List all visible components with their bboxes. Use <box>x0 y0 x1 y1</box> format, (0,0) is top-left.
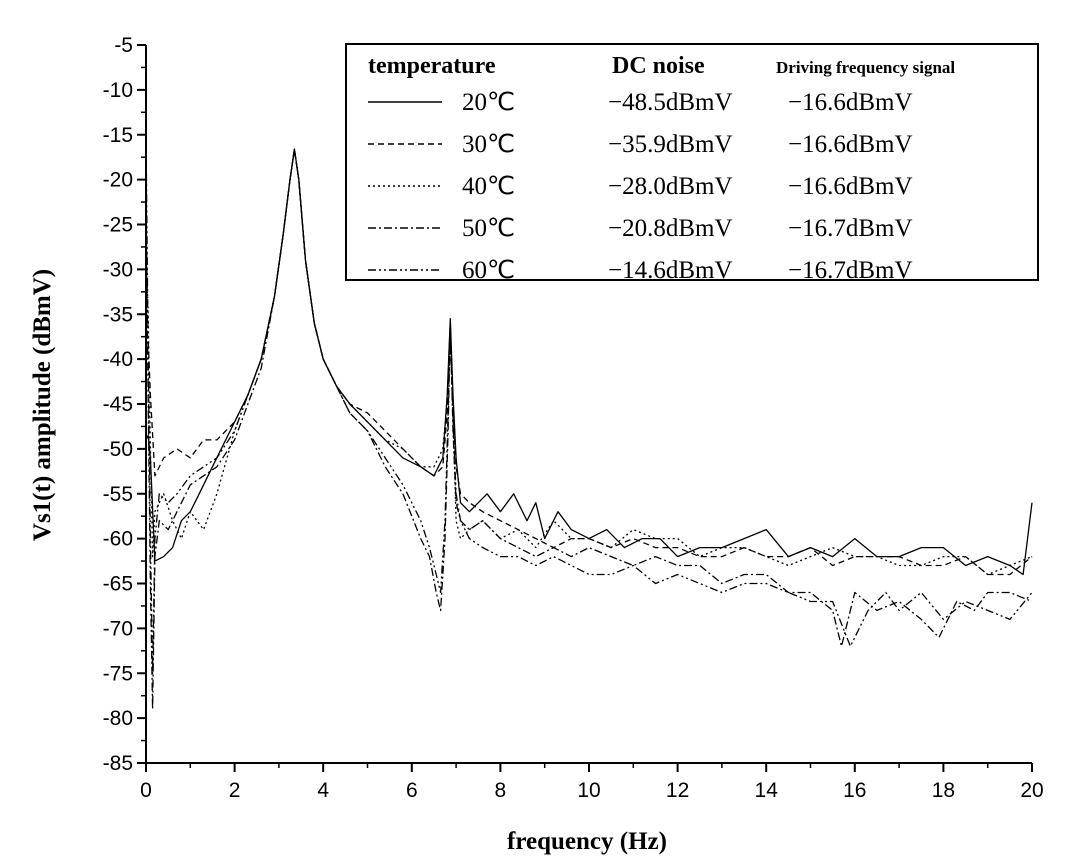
x-tick-label: 10 <box>577 779 600 802</box>
legend-driving: −16.6dBmV <box>788 131 913 158</box>
legend-driving: −16.7dBmV <box>788 257 913 284</box>
y-tick-label: -55 <box>103 483 133 506</box>
y-tick-label: -65 <box>103 573 133 596</box>
y-tick-label: -75 <box>103 662 133 685</box>
x-tick-label: 12 <box>666 779 689 802</box>
legend-box <box>345 43 1039 281</box>
x-tick-label: 0 <box>140 779 152 802</box>
series-line-3 <box>145 148 1033 576</box>
legend-header-driving: Driving frequency signal <box>776 58 955 77</box>
y-tick-label: -20 <box>103 169 133 192</box>
legend: temperature DC noise Driving frequency s… <box>345 43 1039 284</box>
legend-dc-noise: −35.9dBmV <box>608 131 733 158</box>
y-axis-title: Vs1(t) amplitude (dBmV) <box>29 269 56 541</box>
x-tick-label: 2 <box>229 779 241 802</box>
legend-driving: −16.7dBmV <box>788 215 913 242</box>
legend-temperature: 40℃ <box>462 173 515 200</box>
y-tick-label: -40 <box>103 348 133 371</box>
legend-dc-noise: −20.8dBmV <box>608 215 733 242</box>
legend-dc-noise: −14.6dBmV <box>608 257 733 284</box>
x-tick-label: 6 <box>406 779 418 802</box>
legend-header-temperature: temperature <box>368 53 496 79</box>
legend-temperature: 60℃ <box>462 257 515 284</box>
y-tick-label: -30 <box>103 258 133 281</box>
y-tick-label: -70 <box>103 617 133 640</box>
x-tick-label: 20 <box>1020 779 1043 802</box>
y-tick-label: -85 <box>103 752 133 775</box>
y-tick-label: -35 <box>103 303 133 326</box>
y-tick-label: -10 <box>103 79 133 102</box>
series-layer <box>145 131 1033 710</box>
legend-temperature: 50℃ <box>462 215 515 242</box>
legend-header-dc-noise: DC noise <box>612 53 705 79</box>
x-tick-label: 8 <box>495 779 507 802</box>
x-tick-label: 18 <box>932 779 955 802</box>
legend-driving: −16.6dBmV <box>788 173 913 200</box>
legend-dc-noise: −48.5dBmV <box>608 89 733 116</box>
legend-dc-noise: −28.0dBmV <box>608 173 733 200</box>
legend-rows: 20℃ −48.5dBmV −16.6dBmV 30℃ −35.9dBmV −16.6dB… <box>368 89 913 284</box>
series-line-5 <box>145 131 1033 674</box>
series-line-4 <box>145 149 1033 710</box>
y-tick-label: -25 <box>103 214 133 237</box>
x-tick-label: 16 <box>843 779 866 802</box>
y-tick-label: -50 <box>103 438 133 461</box>
ticks-layer: 0 2 4 6 8 10 12 14 16 18 20 -5 -10 -15 -20 -25 -30 -35 -40… <box>103 34 1044 802</box>
y-tick-label: -80 <box>103 707 133 730</box>
y-tick-label: -15 <box>103 124 133 147</box>
legend-driving: −16.6dBmV <box>788 89 913 116</box>
y-tick-label: -45 <box>103 393 133 416</box>
x-tick-label: 4 <box>317 779 329 802</box>
legend-temperature: 30℃ <box>462 131 515 158</box>
x-axis-title: frequency (Hz) <box>507 828 667 855</box>
x-tick-label: 14 <box>755 779 779 802</box>
legend-temperature: 20℃ <box>462 89 515 116</box>
y-tick-label: -60 <box>103 528 133 551</box>
y-tick-label: -5 <box>114 34 133 57</box>
